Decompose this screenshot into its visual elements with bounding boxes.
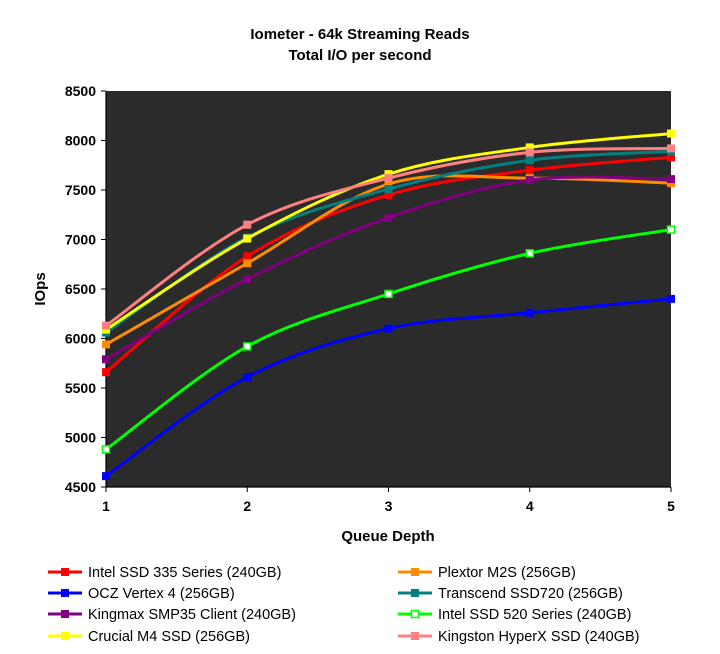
- data-point: [666, 225, 676, 234]
- data-point: [384, 289, 393, 299]
- chart-subtitle: Total I/O per second: [288, 47, 431, 64]
- legend-swatch-marker: [410, 609, 420, 619]
- legend-swatch-marker: [411, 632, 419, 640]
- legend-item: Kingmax SMP35 Client (240GB): [48, 607, 296, 623]
- x-tick-label: 4: [526, 498, 534, 514]
- legend-swatch-marker: [61, 632, 69, 640]
- data-point: [102, 340, 110, 349]
- data-point: [102, 321, 110, 330]
- data-point: [243, 234, 252, 243]
- data-point: [101, 445, 111, 454]
- data-point: [667, 175, 675, 184]
- legend-swatch-marker: [61, 568, 69, 576]
- legend-item: OCZ Vertex 4 (256GB): [48, 586, 235, 602]
- legend-label: OCZ Vertex 4 (256GB): [88, 586, 235, 602]
- data-point: [243, 275, 252, 284]
- series-8: [102, 144, 675, 330]
- legend-label: Crucial M4 SSD (256GB): [88, 629, 250, 645]
- legend-label: Intel SSD 335 Series (240GB): [88, 565, 281, 581]
- y-tick-label: 5000: [65, 430, 96, 446]
- x-tick-label: 5: [667, 498, 675, 514]
- x-tick-label: 2: [243, 498, 251, 514]
- legend-swatch-marker: [411, 589, 419, 597]
- data-point: [102, 472, 110, 481]
- y-tick-label: 7500: [65, 182, 96, 198]
- legend-label: Plextor M2S (256GB): [438, 565, 576, 581]
- x-tick-label: 1: [102, 498, 110, 514]
- legend-swatch-marker: [61, 589, 69, 597]
- y-tick-label: 6500: [65, 281, 96, 297]
- data-point: [525, 249, 534, 258]
- axes: [105, 91, 671, 488]
- chart-title: Iometer - 64k Streaming Reads: [250, 26, 469, 43]
- legend-item: Crucial M4 SSD (256GB): [48, 629, 250, 645]
- y-tick-label: 5500: [65, 380, 96, 396]
- data-point: [667, 129, 675, 138]
- data-point: [384, 185, 393, 194]
- data-point: [243, 259, 252, 268]
- legend-item: Plextor M2S (256GB): [398, 565, 576, 581]
- data-point: [384, 174, 393, 183]
- legend-label: Kingston HyperX SSD (240GB): [438, 629, 639, 645]
- data-point: [384, 213, 393, 222]
- data-point: [243, 342, 252, 351]
- x-axis-ticks: 1 2 3 4 5: [102, 487, 675, 514]
- x-tick-label: 3: [385, 498, 393, 514]
- y-axis-ticks: 4500 5000 5500 6000 6500 7000 7500 8000 8500: [65, 83, 106, 495]
- series-6: [101, 225, 676, 454]
- data-point: [525, 308, 534, 317]
- data-point: [243, 252, 252, 261]
- legend-label: Intel SSD 520 Series (240GB): [438, 607, 631, 623]
- y-tick-label: 8500: [65, 83, 96, 99]
- data-point: [525, 166, 534, 175]
- series-line: [104, 146, 673, 328]
- data-point: [243, 220, 252, 229]
- data-point: [525, 148, 534, 157]
- series-3: [102, 294, 675, 481]
- legend-label: Transcend SSD720 (256GB): [438, 586, 623, 602]
- legend: Intel SSD 335 Series (240GB) Plextor M2S …: [48, 565, 639, 645]
- series-line: [104, 297, 673, 478]
- y-axis-label: IOps: [32, 272, 49, 305]
- data-point: [667, 294, 675, 303]
- series-layer: [101, 129, 676, 481]
- data-point: [525, 176, 534, 185]
- data-point: [102, 355, 110, 364]
- legend-item: Kingston HyperX SSD (240GB): [398, 629, 639, 645]
- data-point: [102, 368, 110, 377]
- legend-item: Intel SSD 335 Series (240GB): [48, 565, 281, 581]
- x-axis-label: Queue Depth: [341, 528, 434, 545]
- y-tick-label: 4500: [65, 479, 96, 495]
- legend-item: Intel SSD 520 Series (240GB): [398, 607, 631, 623]
- series-line: [104, 155, 673, 374]
- y-tick-label: 8000: [65, 133, 96, 149]
- legend-item: Transcend SSD720 (256GB): [398, 586, 623, 602]
- data-point: [243, 373, 252, 382]
- legend-swatch-marker: [61, 610, 69, 618]
- data-point: [667, 144, 675, 153]
- data-point: [525, 156, 534, 165]
- y-tick-label: 6000: [65, 331, 96, 347]
- y-tick-label: 7000: [65, 232, 96, 248]
- legend-swatch-marker: [411, 568, 419, 576]
- series-5: [102, 175, 675, 364]
- legend-label: Kingmax SMP35 Client (240GB): [88, 607, 296, 623]
- data-point: [384, 324, 393, 333]
